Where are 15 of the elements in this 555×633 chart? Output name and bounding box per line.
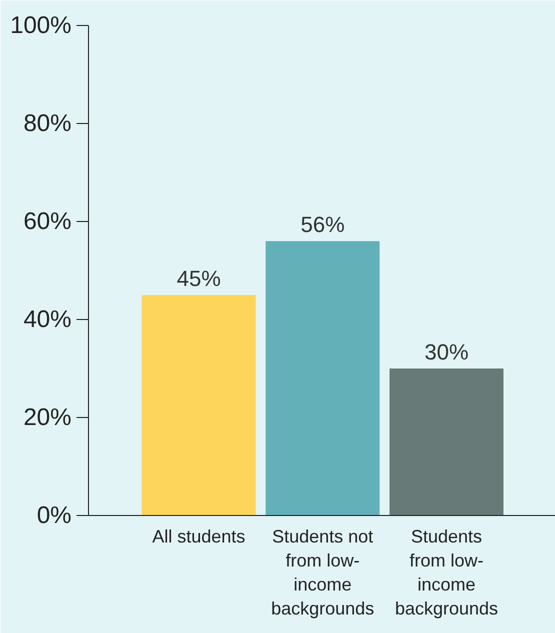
data-label: 30%	[424, 340, 469, 364]
y-tick-label: 60%	[23, 208, 72, 235]
data-label: 45%	[176, 266, 221, 291]
bar	[266, 241, 380, 516]
y-tick-label: 40%	[23, 306, 72, 333]
bar	[390, 368, 504, 516]
x-tick-label: Students from low-income backgrounds	[394, 526, 498, 618]
y-tick-label: 0%	[36, 502, 72, 529]
y-tick-label: 100%	[10, 12, 72, 39]
x-tick-label: All students	[152, 526, 246, 546]
data-label: 56%	[300, 212, 345, 238]
y-tick-label: 20%	[23, 404, 72, 431]
bar	[142, 295, 256, 516]
y-tick-label: 80%	[23, 110, 72, 137]
x-tick-label: Students not from low-income backgrounds	[271, 526, 374, 618]
